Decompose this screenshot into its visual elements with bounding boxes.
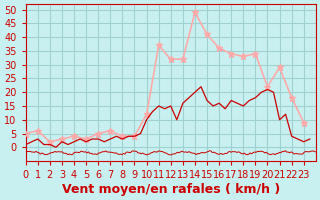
X-axis label: Vent moyen/en rafales ( km/h ): Vent moyen/en rafales ( km/h ): [62, 183, 280, 196]
